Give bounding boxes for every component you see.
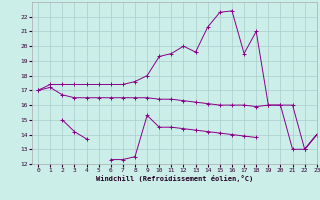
X-axis label: Windchill (Refroidissement éolien,°C): Windchill (Refroidissement éolien,°C)	[96, 175, 253, 182]
